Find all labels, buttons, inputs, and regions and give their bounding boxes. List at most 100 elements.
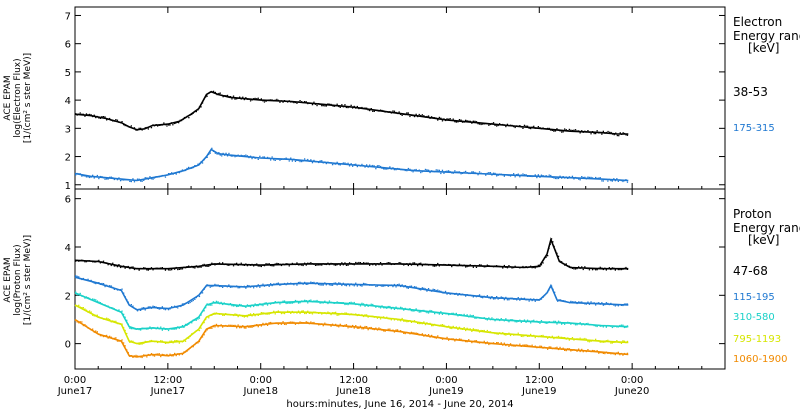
data-point-795-1193: [625, 341, 627, 344]
data-point-115-195: [347, 283, 349, 285]
data-point-115-195: [356, 285, 358, 287]
data-point-795-1193: [376, 317, 379, 319]
data-point-310-580: [454, 313, 456, 315]
data-point-47-68: [407, 264, 409, 267]
data-point-795-1193: [212, 313, 214, 315]
data-point-795-1193: [339, 313, 341, 315]
data-point-795-1193: [404, 320, 406, 322]
data-point-38-53: [304, 101, 306, 103]
data-point-310-580: [110, 307, 112, 309]
data-point-47-68: [457, 265, 459, 267]
data-point-310-580: [344, 303, 346, 306]
data-point-1060-1900: [607, 352, 609, 354]
data-point-175-315: [232, 155, 235, 157]
data-point-310-580: [76, 294, 78, 296]
data-point-47-68: [166, 268, 168, 270]
data-point-47-68: [305, 264, 307, 266]
data-point-795-1193: [341, 312, 343, 315]
data-point-38-53: [599, 132, 601, 134]
data-point-175-315: [136, 178, 139, 180]
data-point-175-315: [441, 169, 444, 171]
data-point-115-195: [291, 283, 293, 285]
data-point-1060-1900: [171, 355, 173, 357]
data-point-38-53: [98, 117, 100, 119]
data-point-47-68: [421, 265, 423, 267]
data-point-38-53: [301, 101, 303, 103]
data-point-38-53: [149, 126, 151, 128]
data-point-795-1193: [424, 323, 427, 326]
data-point-1060-1900: [138, 355, 140, 358]
data-point-115-195: [482, 297, 484, 299]
data-point-795-1193: [285, 311, 287, 313]
data-point-115-195: [361, 285, 363, 287]
data-point-47-68: [260, 265, 262, 268]
data-point-1060-1900: [403, 332, 405, 334]
data-point-1060-1900: [240, 326, 242, 329]
data-point-115-195: [558, 299, 560, 301]
data-point-175-315: [458, 171, 461, 173]
data-point-47-68: [181, 268, 184, 270]
data-point-115-195: [161, 306, 163, 308]
data-point-115-195: [257, 284, 259, 286]
data-point-310-580: [82, 295, 84, 297]
data-point-795-1193: [330, 313, 332, 316]
data-point-175-315: [553, 177, 555, 179]
data-point-115-195: [359, 284, 362, 287]
data-point-38-53: [458, 119, 461, 121]
data-point-1060-1900: [90, 329, 92, 331]
data-point-38-53: [126, 125, 128, 127]
data-point-795-1193: [234, 313, 236, 315]
data-point-115-195: [584, 303, 586, 305]
data-point-47-68: [160, 267, 162, 269]
data-point-175-315: [393, 169, 396, 171]
data-point-310-580: [509, 319, 512, 321]
data-point-47-68: [486, 264, 488, 266]
data-point-38-53: [427, 115, 430, 117]
data-point-310-580: [557, 320, 560, 322]
data-point-795-1193: [228, 313, 230, 316]
data-point-115-195: [434, 289, 436, 291]
data-point-310-580: [153, 327, 156, 329]
data-point-795-1193: [573, 339, 575, 341]
data-point-795-1193: [129, 341, 131, 343]
data-point-175-315: [316, 161, 318, 163]
data-point-175-315: [186, 167, 188, 170]
data-point-47-68: [559, 260, 561, 262]
data-point-115-195: [311, 282, 314, 284]
data-point-175-315: [164, 176, 167, 178]
data-point-115-195: [132, 305, 134, 307]
data-point-38-53: [564, 128, 566, 130]
data-point-38-53: [180, 119, 183, 122]
data-point-47-68: [245, 263, 247, 265]
data-point-310-580: [242, 305, 244, 307]
data-point-175-315: [536, 176, 538, 179]
data-point-175-315: [146, 177, 148, 179]
data-point-1060-1900: [175, 354, 177, 357]
x-tick-label-day: June19: [521, 386, 557, 397]
data-point-310-580: [135, 328, 137, 330]
data-point-795-1193: [522, 335, 524, 338]
data-point-1060-1900: [496, 342, 498, 344]
data-point-47-68: [379, 262, 382, 264]
data-point-38-53: [339, 106, 341, 108]
data-point-38-53: [556, 128, 558, 130]
data-point-795-1193: [375, 316, 377, 318]
data-point-38-53: [189, 114, 191, 116]
data-point-795-1193: [294, 311, 297, 313]
data-point-1060-1900: [222, 326, 224, 328]
data-point-1060-1900: [166, 353, 168, 356]
data-point-1060-1900: [488, 343, 490, 346]
data-point-175-315: [358, 164, 360, 166]
data-point-115-195: [297, 281, 300, 284]
data-point-1060-1900: [345, 324, 348, 326]
data-point-795-1193: [413, 320, 416, 322]
data-point-1060-1900: [598, 352, 600, 354]
data-point-795-1193: [348, 314, 351, 316]
data-point-310-580: [591, 324, 594, 326]
data-point-795-1193: [335, 311, 337, 313]
data-point-38-53: [186, 115, 188, 117]
data-point-310-580: [620, 324, 623, 326]
data-point-115-195: [270, 283, 272, 285]
data-point-47-68: [620, 268, 623, 271]
